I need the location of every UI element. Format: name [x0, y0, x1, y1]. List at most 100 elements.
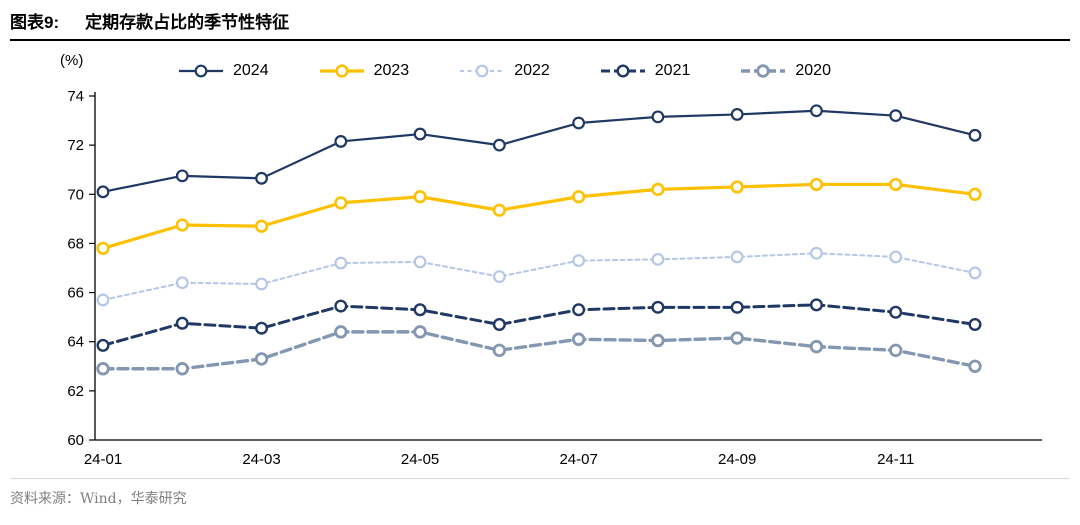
- data-point-2024: [889, 109, 903, 123]
- y-axis-label: 62: [67, 383, 84, 400]
- x-axis-label: 24-11: [877, 451, 914, 468]
- data-point-2023: [730, 180, 744, 194]
- data-point-2020: [968, 359, 982, 373]
- y-axis-label: 70: [67, 186, 84, 203]
- data-point-2024: [413, 127, 427, 141]
- data-point-2022: [572, 254, 586, 268]
- data-point-2021: [651, 300, 665, 314]
- x-axis-label: 24-07: [559, 451, 597, 468]
- data-point-2024: [572, 116, 586, 130]
- data-point-2024: [334, 135, 348, 148]
- y-axis-label: 74: [67, 88, 84, 105]
- data-point-2021: [334, 299, 348, 313]
- line-chart: 60 62 64 66 68 70 72 74 24-01 24-03 24-05 24-07 24-0…: [67, 88, 1042, 468]
- data-point-2021: [255, 321, 269, 335]
- legend-label: 2024: [233, 62, 269, 79]
- legend-marker-icon: [179, 64, 223, 78]
- series-line-2023: [101, 182, 977, 250]
- chart-legend: 2024 2023 2022 2021 2020: [178, 62, 831, 80]
- data-point-2024: [175, 169, 189, 183]
- legend-item-2024: 2024: [178, 62, 269, 80]
- data-point-2023: [96, 241, 110, 255]
- data-point-2024: [96, 185, 110, 199]
- data-point-2020: [175, 362, 189, 376]
- data-point-2020: [809, 339, 824, 354]
- series-line-2020: [101, 330, 977, 371]
- chart-area: 60 62 64 66 68 70 72 74 24-01 24-03 24-05 24-07 24-0…: [0, 88, 1080, 478]
- legend-item-2022: 2022: [459, 62, 550, 80]
- data-point-2024: [730, 108, 744, 121]
- data-point-2024: [255, 171, 268, 185]
- data-point-2023: [889, 177, 903, 192]
- figure-number: 图表9:: [10, 13, 60, 32]
- data-point-2023: [254, 219, 269, 233]
- x-axis-label: 24-03: [242, 451, 280, 468]
- data-point-2021: [730, 300, 744, 314]
- data-point-2020: [889, 343, 903, 358]
- data-point-2023: [968, 187, 982, 201]
- data-point-2022: [651, 252, 665, 266]
- data-point-2024: [492, 138, 506, 152]
- figure-title: 定期存款占比的季节性特征: [85, 13, 290, 32]
- data-point-2023: [651, 182, 665, 196]
- data-point-2021: [492, 318, 506, 332]
- data-point-2022: [413, 255, 427, 269]
- legend-label: 2023: [373, 62, 410, 79]
- data-point-2022: [730, 250, 744, 264]
- x-axis-label: 24-09: [718, 451, 756, 468]
- data-point-2022: [334, 256, 348, 270]
- data-point-2021: [96, 338, 110, 352]
- data-point-2023: [413, 190, 427, 204]
- y-axis-label: 64: [67, 334, 84, 351]
- x-axis-label: 24-01: [84, 451, 122, 468]
- data-point-2021: [809, 298, 823, 312]
- y-axis-label: 72: [67, 137, 84, 154]
- data-point-2024: [810, 104, 823, 118]
- data-point-2021: [968, 318, 982, 332]
- legend-marker-icon: [600, 64, 645, 78]
- data-point-2020: [413, 325, 427, 339]
- data-point-2022: [175, 276, 189, 290]
- legend-item-2020: 2020: [740, 62, 831, 80]
- data-point-2020: [254, 352, 269, 366]
- y-axis-label: 68: [67, 235, 84, 252]
- data-point-2022: [889, 250, 903, 264]
- data-point-2020: [651, 333, 665, 348]
- series-line-2022: [102, 252, 976, 301]
- legend-label: 2021: [654, 62, 691, 79]
- source-note: 资料来源：Wind，华泰研究: [10, 478, 1070, 508]
- y-axis-unit-label: (%): [60, 52, 84, 69]
- series-line-2024: [101, 109, 977, 193]
- y-axis-label: 66: [67, 285, 84, 302]
- data-point-2023: [334, 196, 348, 210]
- y-axis-label: 60: [67, 432, 84, 449]
- data-point-2024: [651, 110, 665, 124]
- data-point-2021: [889, 305, 903, 319]
- data-point-2021: [175, 316, 189, 330]
- data-point-2020: [96, 362, 110, 376]
- x-axis-label: 24-05: [401, 451, 439, 468]
- figure-header: 图表9: 定期存款占比的季节性特征: [10, 8, 1070, 41]
- legend-marker-icon: [741, 64, 786, 78]
- data-point-2020: [334, 325, 348, 339]
- legend-marker-icon: [460, 64, 505, 78]
- series-line-2021: [101, 303, 977, 347]
- data-point-2023: [809, 177, 824, 192]
- legend-label: 2022: [514, 62, 550, 79]
- data-point-2021: [413, 303, 427, 317]
- data-point-2020: [571, 332, 586, 346]
- data-point-2022: [96, 293, 110, 307]
- data-point-2020: [492, 343, 507, 358]
- legend-item-2023: 2023: [319, 62, 410, 80]
- legend-item-2021: 2021: [600, 62, 691, 80]
- data-point-2023: [572, 190, 586, 204]
- data-point-2022: [968, 266, 982, 280]
- data-point-2020: [730, 331, 744, 345]
- legend-marker-icon: [319, 64, 364, 78]
- data-point-2022: [255, 277, 268, 291]
- data-point-2021: [572, 303, 586, 317]
- data-point-2023: [175, 218, 189, 232]
- data-point-2022: [810, 246, 823, 260]
- data-point-2023: [492, 203, 506, 217]
